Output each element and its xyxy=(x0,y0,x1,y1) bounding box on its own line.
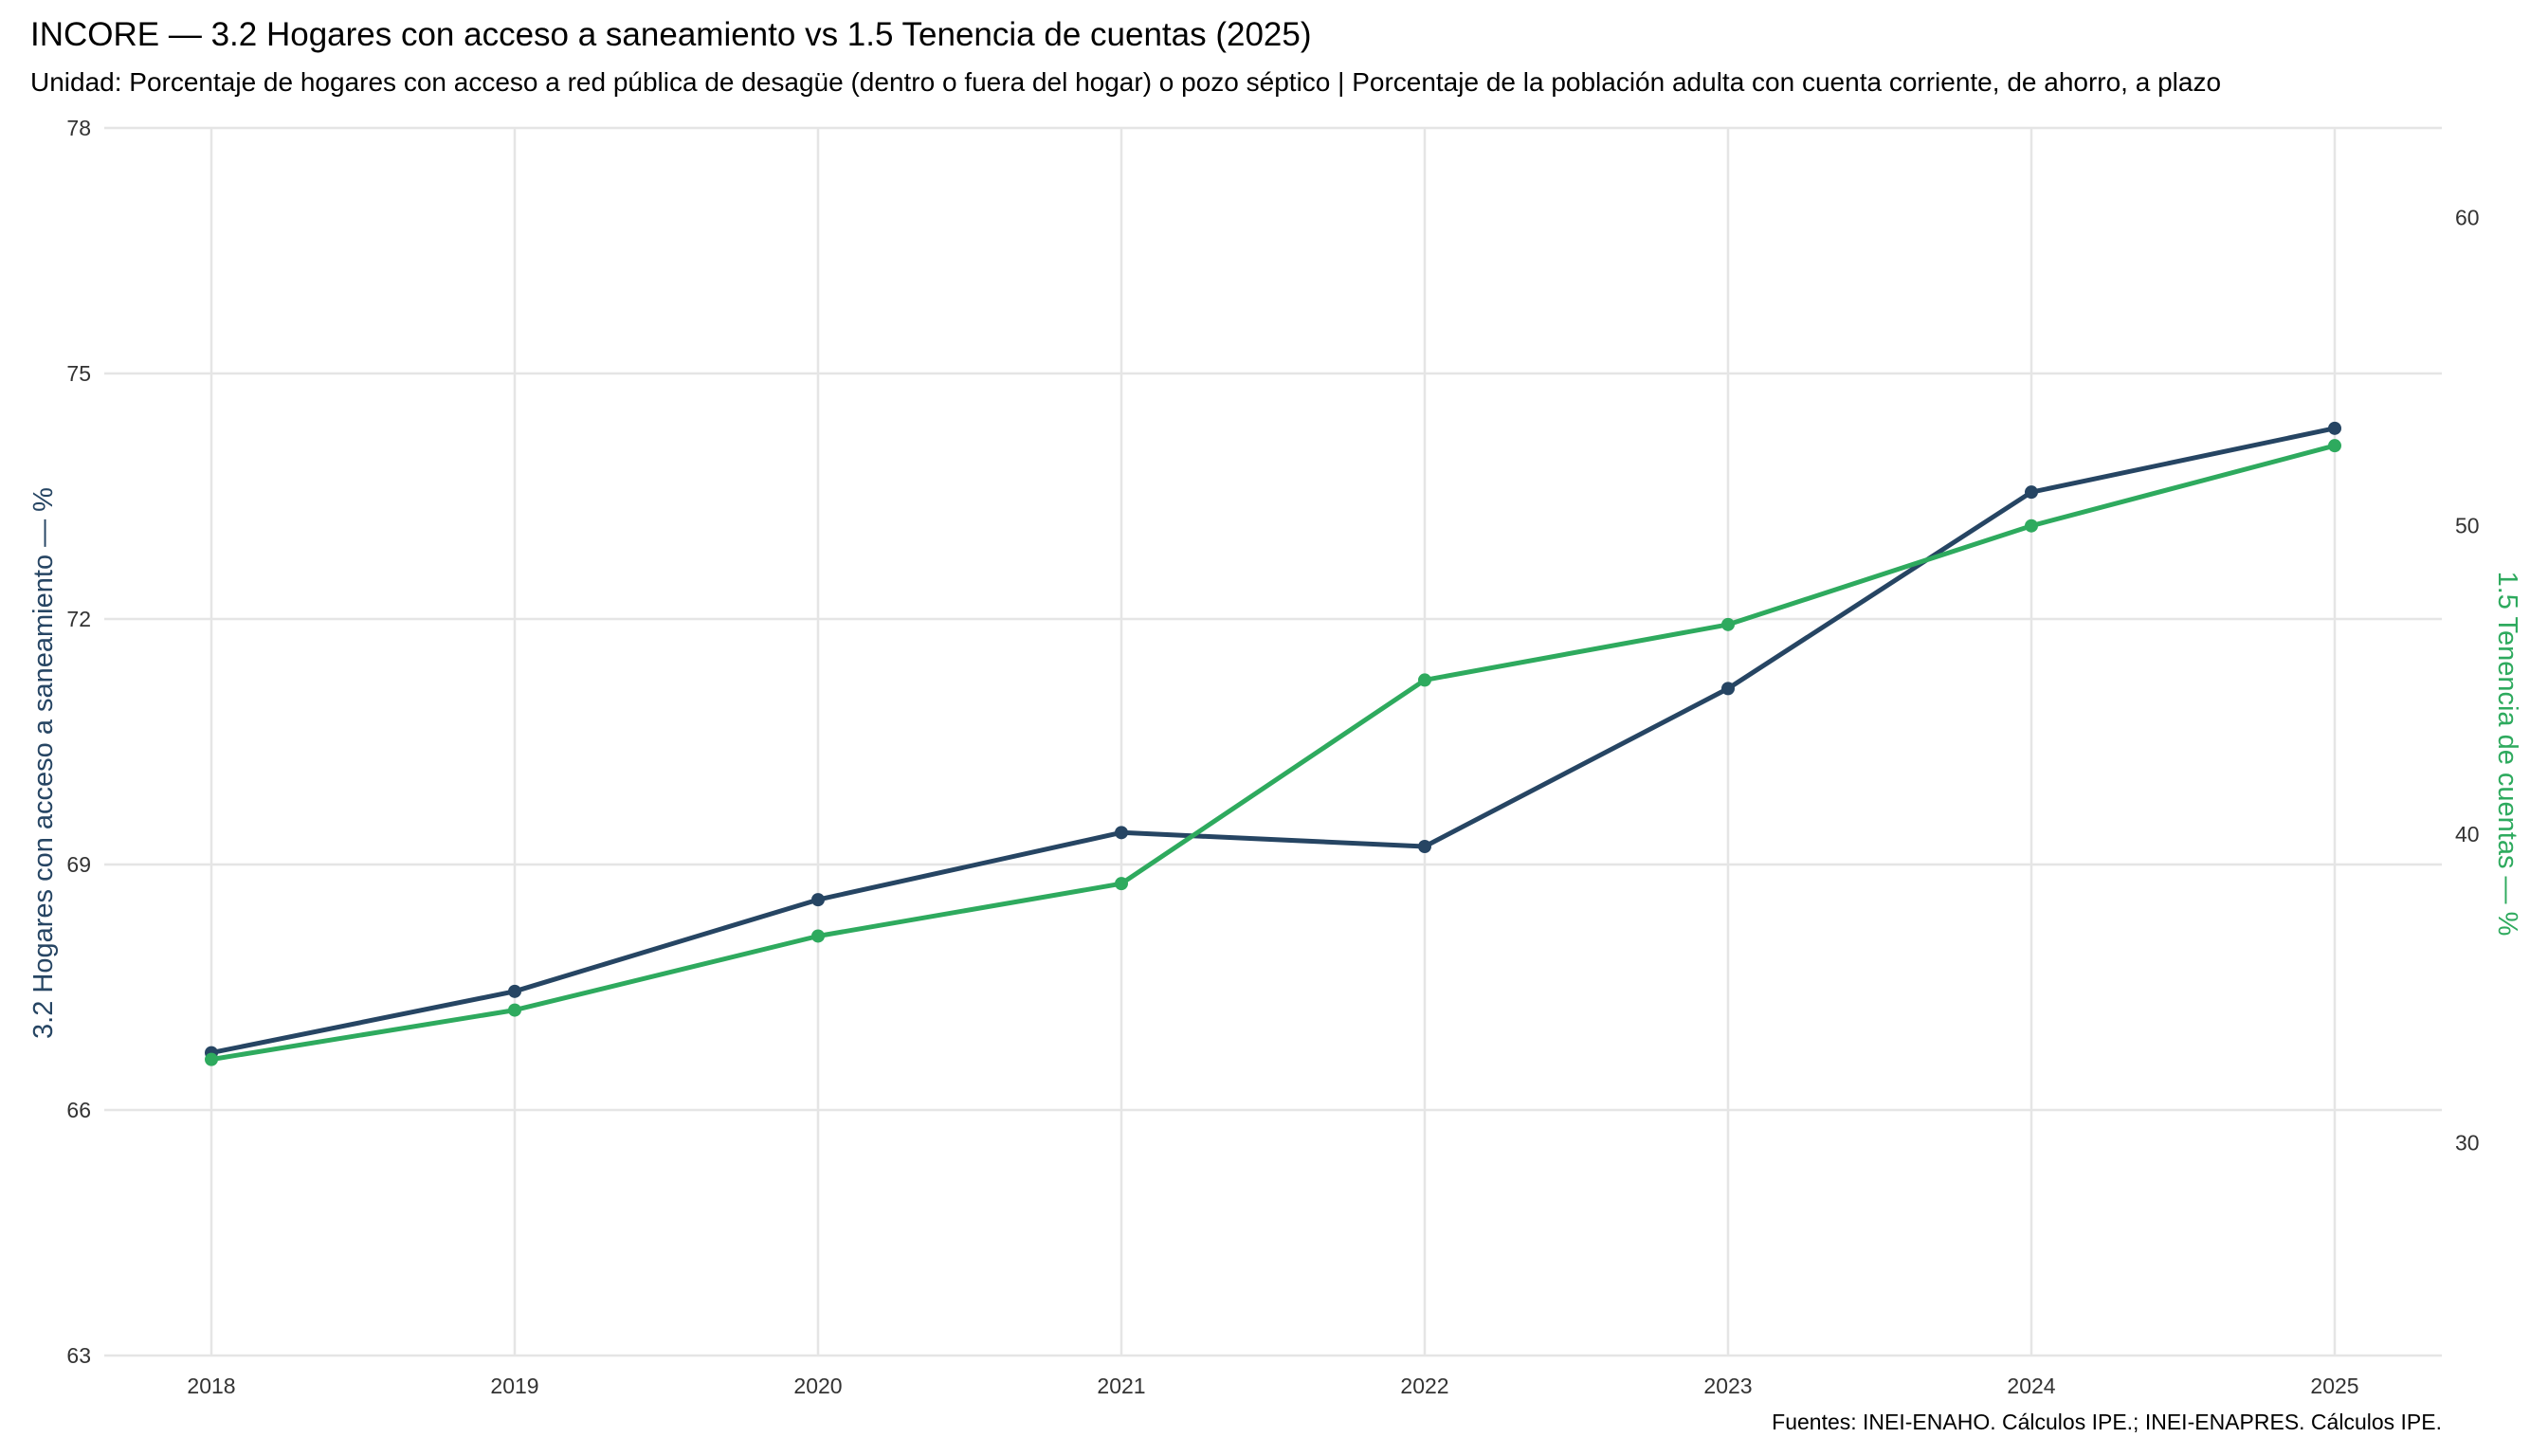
left-tick-label: 63 xyxy=(66,1343,91,1368)
chart-caption: Fuentes: INEI-ENAHO. Cálculos IPE.; INEI… xyxy=(1772,1410,2442,1434)
data-point xyxy=(2328,421,2341,435)
left-tick-label: 78 xyxy=(66,116,91,140)
x-tick-label: 2022 xyxy=(1400,1374,1448,1398)
x-tick-label: 2025 xyxy=(2310,1374,2358,1398)
x-tick-label: 2019 xyxy=(490,1374,538,1398)
right-tick-label: 50 xyxy=(2455,514,2480,538)
data-point xyxy=(205,1052,218,1066)
series-line-2 xyxy=(209,443,2338,1063)
right-tick-label: 60 xyxy=(2455,205,2480,229)
series-2 xyxy=(205,439,2341,1066)
right-axis-title: 1.5 Tenencia de cuentas — % xyxy=(2492,572,2522,937)
data-point xyxy=(1418,840,1431,854)
data-point xyxy=(2025,485,2038,500)
left-tick-label: 72 xyxy=(66,607,91,631)
series-1 xyxy=(205,421,2341,1060)
right-tick-label: 30 xyxy=(2455,1130,2480,1155)
data-point xyxy=(1115,826,1128,840)
data-point xyxy=(1418,673,1431,687)
data-point xyxy=(1721,682,1735,696)
series-layer xyxy=(205,421,2341,1066)
right-axis-ticks: 30 40 50 60 xyxy=(2455,205,2480,1155)
x-axis-ticks: 2018 2019 2020 2021 2022 2023 2024 2025 xyxy=(187,1374,2358,1398)
data-point xyxy=(1115,877,1128,891)
data-point xyxy=(1721,617,1735,631)
left-tick-label: 75 xyxy=(66,361,91,386)
data-point xyxy=(2025,519,2038,533)
left-tick-label: 69 xyxy=(66,852,91,877)
x-tick-label: 2023 xyxy=(1703,1374,1752,1398)
data-point xyxy=(811,893,825,907)
x-tick-label: 2021 xyxy=(1097,1374,1145,1398)
x-tick-label: 2020 xyxy=(793,1374,842,1398)
gridlines xyxy=(104,126,2442,1357)
left-axis-ticks: 63 66 69 72 75 78 xyxy=(66,116,91,1368)
data-point xyxy=(508,984,521,998)
data-point xyxy=(2328,439,2341,453)
chart-title: INCORE — 3.2 Hogares con acceso a saneam… xyxy=(30,16,1312,53)
data-point xyxy=(508,1003,521,1017)
x-tick-label: 2024 xyxy=(2007,1374,2055,1398)
right-tick-label: 40 xyxy=(2455,822,2480,846)
chart-subtitle: Unidad: Porcentaje de hogares con acceso… xyxy=(30,67,2221,97)
series-line-1 xyxy=(209,426,2338,1056)
left-axis-title: 3.2 Hogares con acceso a saneamiento — % xyxy=(28,487,59,1039)
left-tick-label: 66 xyxy=(66,1098,91,1122)
data-point xyxy=(811,929,825,943)
x-tick-label: 2018 xyxy=(187,1374,235,1398)
